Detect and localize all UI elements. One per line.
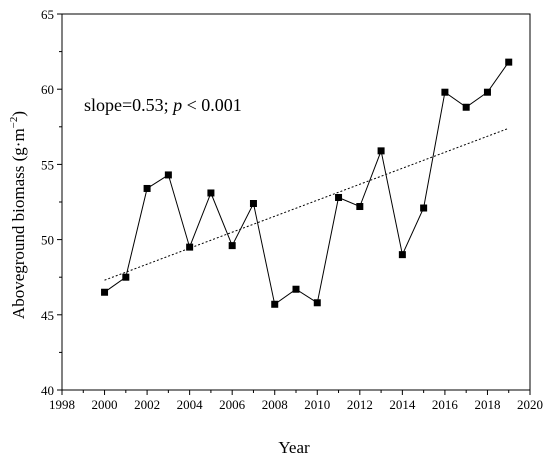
data-point <box>335 193 343 201</box>
x-tick-label: 2012 <box>347 397 373 412</box>
data-point <box>207 189 215 197</box>
y-tick-labels: 40 45 50 55 60 65 <box>41 7 54 398</box>
data-point <box>313 299 321 307</box>
series-line <box>104 61 510 306</box>
axis-ticks <box>57 13 531 395</box>
y-tick-label: 55 <box>41 157 54 172</box>
x-tick-label: 1998 <box>49 397 75 412</box>
data-point <box>483 88 491 96</box>
data-point <box>122 273 130 281</box>
x-tick-label: 2020 <box>517 397 543 412</box>
data-point <box>271 300 279 308</box>
axes-frame <box>61 13 531 391</box>
x-tick-label: 2010 <box>304 397 330 412</box>
y-tick-label: 40 <box>41 383 54 398</box>
y-tick-label: 65 <box>41 7 54 22</box>
data-point <box>398 251 406 259</box>
data-point <box>505 58 513 66</box>
data-point <box>292 285 300 293</box>
data-point <box>441 88 449 96</box>
x-tick-label: 2016 <box>432 397 459 412</box>
y-axis-title: Aboveground biomass (g·m−2) <box>8 111 28 319</box>
trendline <box>104 127 509 281</box>
data-points <box>101 58 513 308</box>
data-point <box>377 147 385 155</box>
x-tick-label: 2018 <box>474 397 500 412</box>
x-tick-label: 2004 <box>177 397 204 412</box>
plot-frame <box>61 13 531 391</box>
data-point <box>420 204 428 212</box>
data-point <box>164 171 172 179</box>
data-point <box>228 242 236 250</box>
x-tick-label: 2008 <box>262 397 288 412</box>
data-point <box>462 103 470 111</box>
data-point <box>186 243 194 251</box>
y-tick-label: 45 <box>41 308 54 323</box>
x-tick-label: 2014 <box>389 397 416 412</box>
x-tick-label: 2000 <box>92 397 118 412</box>
x-tick-label: 2006 <box>219 397 246 412</box>
data-point <box>143 184 151 192</box>
x-tick-labels: 1998 2000 2002 2004 2006 2008 2010 2012 2014 2016… <box>49 397 543 412</box>
x-tick-label: 2002 <box>134 397 160 412</box>
data-point <box>249 200 257 208</box>
y-tick-label: 60 <box>41 82 54 97</box>
data-point <box>101 288 109 296</box>
y-tick-label: 50 <box>41 233 54 248</box>
x-axis-title: Year <box>278 438 310 457</box>
slope-annotation: slope=0.53; p < 0.001 <box>84 95 242 115</box>
data-point <box>356 203 364 211</box>
